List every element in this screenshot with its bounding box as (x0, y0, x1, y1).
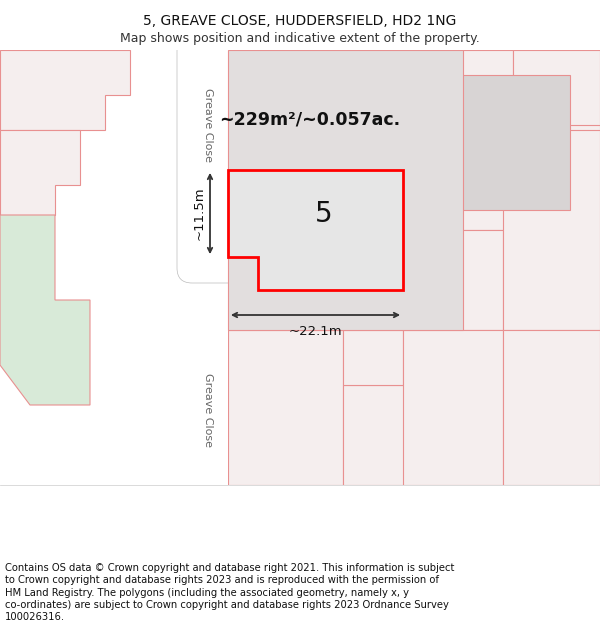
Bar (228, 330, 343, 485)
Text: Map shows position and indicative extent of the property.: Map shows position and indicative extent… (120, 32, 480, 45)
Text: ~22.1m: ~22.1m (289, 325, 343, 338)
Bar (403, 330, 503, 485)
Bar (343, 385, 463, 485)
Text: co-ordinates) are subject to Crown copyright and database rights 2023 Ordnance S: co-ordinates) are subject to Crown copyr… (5, 600, 449, 610)
Bar (453, 50, 513, 90)
Polygon shape (0, 50, 130, 130)
Bar (228, 50, 343, 90)
Bar (343, 50, 453, 80)
Polygon shape (228, 170, 403, 290)
Text: Contains OS data © Crown copyright and database right 2021. This information is : Contains OS data © Crown copyright and d… (5, 563, 454, 573)
FancyBboxPatch shape (177, 36, 243, 283)
Text: Greave Close: Greave Close (203, 373, 213, 447)
Text: Greave Close: Greave Close (203, 88, 213, 162)
Bar (403, 50, 600, 140)
Bar (455, 75, 570, 210)
Bar (228, 50, 463, 330)
Bar (503, 130, 600, 330)
Bar (403, 140, 600, 230)
Bar (192, 50, 228, 485)
Text: HM Land Registry. The polygons (including the associated geometry, namely x, y: HM Land Registry. The polygons (includin… (5, 588, 409, 598)
Bar (403, 230, 503, 330)
Text: to Crown copyright and database rights 2023 and is reproduced with the permissio: to Crown copyright and database rights 2… (5, 575, 439, 585)
Text: ~229m²/~0.057ac.: ~229m²/~0.057ac. (220, 111, 401, 129)
Polygon shape (0, 215, 90, 405)
Bar (228, 50, 403, 175)
Bar (513, 50, 600, 125)
Bar (503, 330, 600, 485)
Bar (343, 330, 403, 385)
Polygon shape (0, 130, 80, 215)
Text: 100026316.: 100026316. (5, 612, 65, 622)
Text: ~11.5m: ~11.5m (193, 187, 206, 240)
Text: 5, GREAVE CLOSE, HUDDERSFIELD, HD2 1NG: 5, GREAVE CLOSE, HUDDERSFIELD, HD2 1NG (143, 14, 457, 28)
Text: 5: 5 (314, 199, 332, 228)
